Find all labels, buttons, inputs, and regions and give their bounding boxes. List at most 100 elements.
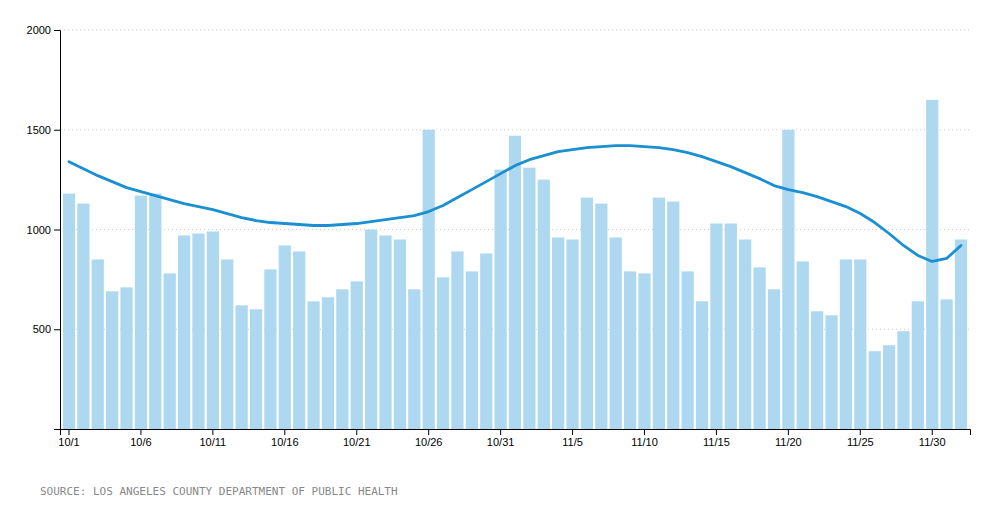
bar	[595, 204, 607, 429]
x-tick-mark	[644, 429, 645, 435]
x-tick-mark	[284, 429, 285, 435]
x-tick-mark	[428, 429, 429, 435]
y-tick-mark	[54, 230, 60, 231]
y-axis: 500100015002000	[27, 24, 61, 429]
x-tick: 10/11	[200, 429, 227, 448]
x-tick-mark	[500, 429, 501, 435]
bar	[696, 301, 708, 429]
bar	[77, 204, 89, 429]
bar	[178, 235, 190, 429]
bar	[854, 259, 866, 429]
bar	[538, 180, 550, 429]
y-tick-label: 1500	[27, 124, 51, 136]
x-tick-label: 11/25	[847, 436, 874, 448]
bar	[581, 198, 593, 429]
source-note: SOURCE: LOS ANGELES COUNTY DEPARTMENT OF…	[40, 485, 398, 498]
bar	[840, 259, 852, 429]
x-tick: 10/26	[415, 429, 443, 448]
y-tick-label: 2000	[27, 24, 51, 36]
x-tick: 11/30	[919, 429, 946, 448]
grid-line	[60, 129, 970, 130]
bar	[207, 231, 219, 429]
y-tick: 2000	[27, 24, 60, 36]
bar	[106, 291, 118, 429]
bar	[221, 259, 233, 429]
x-tick: 10/1	[58, 429, 79, 448]
bar	[883, 345, 895, 429]
marks	[63, 100, 967, 429]
x-tick: 11/5	[562, 429, 583, 448]
bar	[552, 237, 564, 429]
x-tick: 10/16	[271, 429, 299, 448]
bar	[825, 315, 837, 429]
bar	[667, 202, 679, 429]
x-tick-label: 10/6	[130, 436, 151, 448]
bar	[92, 259, 104, 429]
bar	[869, 351, 881, 429]
y-tick-mark	[54, 329, 60, 330]
bar	[682, 271, 694, 429]
bar	[120, 287, 132, 429]
y-axis-line	[54, 31, 61, 430]
x-tick-label: 11/15	[703, 436, 730, 448]
x-tick: 11/15	[703, 429, 730, 448]
bar	[509, 136, 521, 429]
x-tick-mark	[68, 429, 69, 435]
bar	[811, 311, 823, 429]
y-tick-label: 500	[33, 323, 51, 335]
bars	[63, 100, 967, 429]
bar	[624, 271, 636, 429]
bar	[135, 196, 147, 429]
bar	[379, 235, 391, 429]
x-tick-mark	[356, 429, 357, 435]
bar	[279, 245, 291, 429]
bar	[638, 273, 650, 429]
bar	[610, 237, 622, 429]
x-tick: 10/31	[487, 429, 515, 448]
bar	[336, 289, 348, 429]
bar	[408, 289, 420, 429]
bar	[523, 168, 535, 429]
x-tick-label: 11/5	[562, 436, 583, 448]
x-tick-label: 10/16	[271, 436, 299, 448]
x-axis: 10/1 10/6 10/11 10/16 10/21 10/26 10/31 11/5 11/…	[58, 429, 970, 448]
x-tick-label: 10/21	[343, 436, 371, 448]
bar	[423, 130, 435, 429]
x-tick-label: 10/26	[415, 436, 443, 448]
bar	[149, 194, 161, 429]
x-tick: 11/10	[631, 429, 658, 448]
bar	[322, 297, 334, 429]
x-tick-label: 11/10	[631, 436, 658, 448]
bar	[912, 301, 924, 429]
bar	[451, 251, 463, 429]
bar	[739, 239, 751, 429]
y-tick-mark	[54, 30, 60, 31]
bar	[63, 194, 75, 429]
bar	[264, 269, 276, 429]
x-tick-mark	[788, 429, 789, 435]
bar	[494, 170, 506, 429]
plot-area: 50010001500200010/110/610/1110/1610/2110…	[27, 24, 971, 448]
bar	[955, 239, 967, 429]
bar	[480, 253, 492, 429]
bar	[797, 261, 809, 429]
bar	[164, 273, 176, 429]
x-tick-label: 11/20	[775, 436, 802, 448]
bar	[897, 331, 909, 429]
x-tick-mark	[572, 429, 573, 435]
bar	[307, 301, 319, 429]
x-tick-label: 10/11	[200, 436, 227, 448]
bar	[466, 271, 478, 429]
x-tick: 11/20	[775, 429, 802, 448]
y-tick: 1500	[27, 124, 60, 136]
bar	[653, 198, 665, 429]
x-axis-line	[61, 430, 971, 436]
bar	[566, 239, 578, 429]
bar	[293, 251, 305, 429]
bar	[941, 299, 953, 429]
y-tick: 500	[33, 323, 60, 335]
bar	[437, 277, 449, 429]
x-tick: 10/6	[130, 429, 151, 448]
x-tick: 11/25	[847, 429, 874, 448]
x-tick-label: 10/1	[58, 436, 79, 448]
